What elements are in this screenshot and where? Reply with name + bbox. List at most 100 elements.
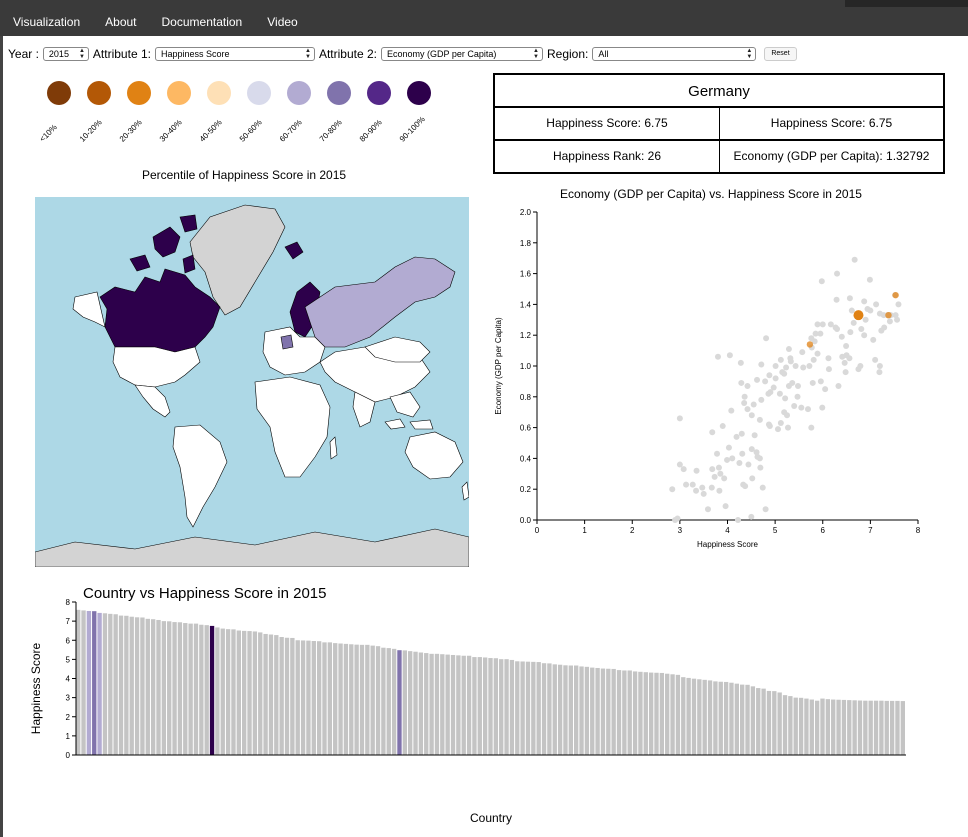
bar[interactable] <box>424 653 429 755</box>
scatter-point[interactable] <box>738 430 745 437</box>
bar[interactable] <box>847 700 852 755</box>
bar[interactable] <box>445 654 450 755</box>
scatter-point[interactable] <box>754 376 761 383</box>
nav-visualization[interactable]: Visualization <box>13 14 81 29</box>
scatter-point[interactable] <box>714 353 721 360</box>
bar[interactable] <box>595 667 600 755</box>
bar[interactable] <box>268 634 274 755</box>
bar[interactable] <box>504 659 509 755</box>
bar[interactable] <box>263 633 268 755</box>
bar[interactable] <box>204 625 209 755</box>
scatter-point[interactable] <box>777 356 784 363</box>
scatter-point[interactable] <box>763 335 770 342</box>
bar[interactable] <box>697 679 702 755</box>
bar[interactable] <box>493 658 499 755</box>
bar[interactable] <box>188 623 193 755</box>
bar[interactable] <box>590 667 595 755</box>
scatter-point[interactable] <box>804 406 811 413</box>
bar[interactable] <box>659 672 665 755</box>
scatter-point[interactable] <box>794 393 801 400</box>
bar[interactable] <box>215 627 220 755</box>
scatter-point[interactable] <box>750 401 757 408</box>
bar[interactable] <box>418 652 424 755</box>
bar[interactable] <box>654 672 659 755</box>
scatter-point[interactable] <box>833 296 840 303</box>
bar[interactable] <box>541 663 547 755</box>
bar[interactable] <box>713 681 718 755</box>
bar[interactable] <box>156 619 161 755</box>
scatter-point[interactable] <box>825 366 832 373</box>
bar[interactable] <box>161 621 167 755</box>
scatter-point[interactable] <box>825 355 832 362</box>
bar[interactable] <box>140 617 145 755</box>
scatter-point[interactable] <box>892 312 899 319</box>
bar[interactable] <box>611 668 616 755</box>
scatter-point[interactable] <box>876 363 883 369</box>
scatter-point[interactable] <box>886 318 893 325</box>
scatter-point[interactable] <box>861 298 868 305</box>
scatter-point[interactable] <box>774 426 781 433</box>
bar[interactable] <box>766 690 772 755</box>
map-india[interactable] <box>352 391 376 428</box>
bar[interactable] <box>177 622 183 755</box>
bar[interactable] <box>756 688 761 755</box>
scatter-point[interactable] <box>866 276 873 283</box>
bar[interactable] <box>338 643 343 755</box>
scatter-point[interactable] <box>781 409 788 416</box>
scatter-point[interactable] <box>851 256 858 263</box>
scatter-point[interactable] <box>873 301 880 308</box>
scatter-point[interactable] <box>794 383 801 390</box>
scatter-point[interactable] <box>792 363 799 369</box>
bar[interactable] <box>734 683 739 755</box>
scatter-point[interactable] <box>733 433 740 440</box>
scatter-point[interactable] <box>762 378 769 385</box>
bar[interactable] <box>718 681 723 755</box>
map-madagascar[interactable] <box>329 436 338 460</box>
bar[interactable] <box>579 666 584 755</box>
scatter-point[interactable] <box>784 424 791 431</box>
scatter-point[interactable] <box>680 466 687 473</box>
scatter-point[interactable] <box>876 369 883 376</box>
bar[interactable] <box>648 672 654 755</box>
scatter-point[interactable] <box>748 446 755 453</box>
bar[interactable] <box>440 654 445 755</box>
bar[interactable] <box>627 670 632 755</box>
bar[interactable] <box>809 699 814 755</box>
scatter-point[interactable] <box>819 321 826 328</box>
scatter-highlight-point[interactable] <box>892 291 899 299</box>
bar[interactable] <box>606 668 611 755</box>
scatter-point[interactable] <box>800 364 807 371</box>
bar[interactable] <box>740 684 745 755</box>
scatter-point[interactable] <box>714 450 721 457</box>
scatter-point[interactable] <box>758 396 765 403</box>
map-usa[interactable] <box>112 346 201 388</box>
scatter-point[interactable] <box>704 506 711 513</box>
bar[interactable] <box>402 650 407 755</box>
scatter-point[interactable] <box>785 346 792 353</box>
bar[interactable] <box>274 635 279 755</box>
bar[interactable] <box>167 621 172 755</box>
bar[interactable] <box>568 665 573 755</box>
reset-button[interactable]: Reset <box>764 47 797 61</box>
bar[interactable] <box>536 662 541 755</box>
bar[interactable] <box>333 643 338 755</box>
map-new-zealand[interactable] <box>461 481 469 501</box>
bar[interactable] <box>515 661 520 755</box>
scatter-point[interactable] <box>834 270 841 277</box>
scatter-point[interactable] <box>753 449 760 456</box>
bar[interactable] <box>798 697 804 755</box>
scatter-point[interactable] <box>700 490 707 497</box>
scatter-point[interactable] <box>832 324 839 331</box>
scatter-point[interactable] <box>711 473 718 480</box>
bar[interactable] <box>300 640 306 755</box>
bar[interactable] <box>547 663 552 755</box>
scatter-point[interactable] <box>777 419 784 426</box>
bar[interactable] <box>841 699 847 755</box>
scatter-point[interactable] <box>772 363 779 369</box>
bar[interactable] <box>509 659 515 755</box>
bar[interactable] <box>691 678 697 755</box>
bar[interactable] <box>557 664 563 755</box>
scatter-point[interactable] <box>745 461 752 468</box>
scatter-point[interactable] <box>770 384 777 391</box>
scatter-point[interactable] <box>791 403 798 410</box>
